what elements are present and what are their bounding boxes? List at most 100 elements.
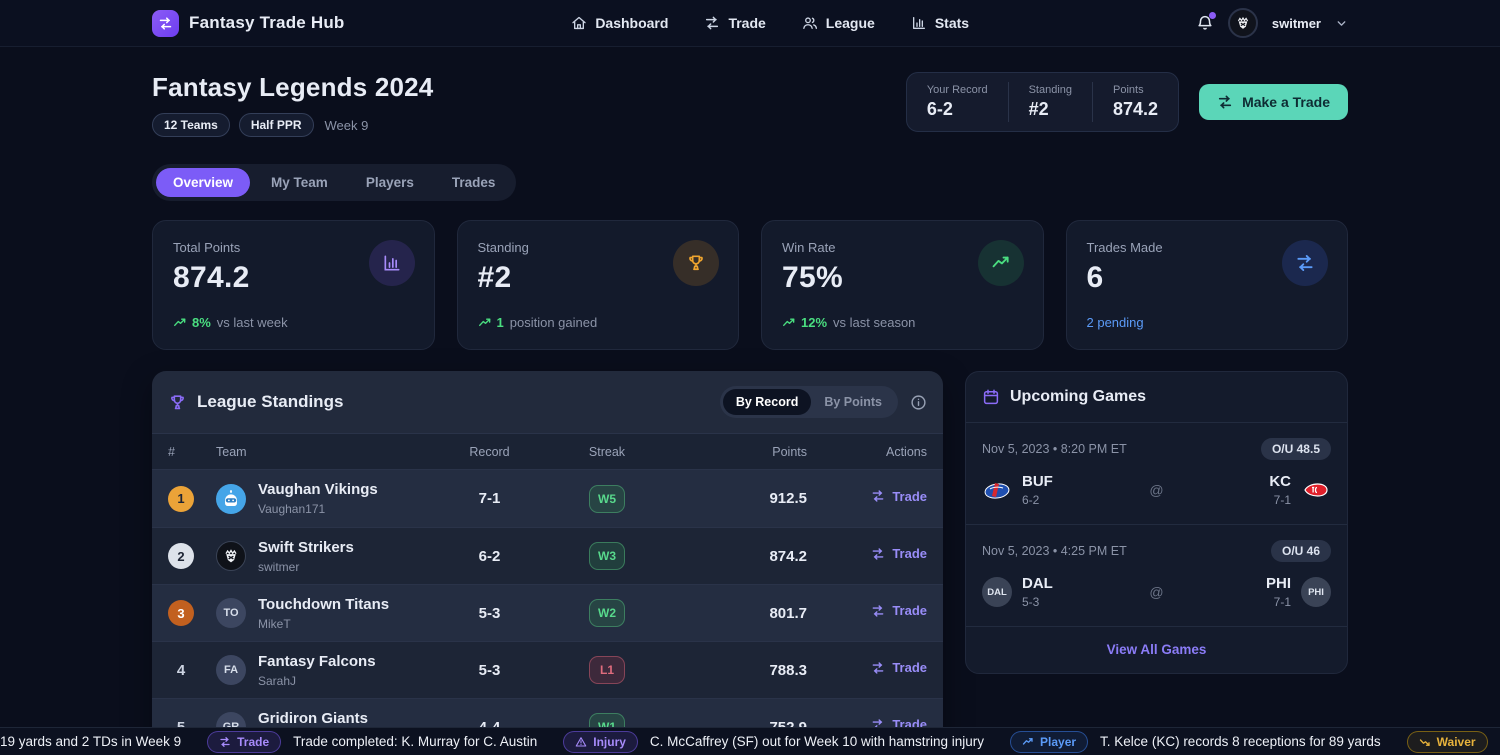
game-buf-kc[interactable]: Nov 5, 2023 • 8:20 PM ET O/U 48.5 <box>966 423 1347 524</box>
record-value: 7-1 <box>478 490 501 507</box>
ticker-badge-label: Waiver <box>1436 734 1476 749</box>
tab-overview[interactable]: Overview <box>156 168 251 197</box>
standings-sort-toggle: By Record By Points <box>719 386 898 418</box>
calendar-icon <box>982 388 1000 406</box>
team-owner: MikeT <box>258 616 291 631</box>
col-streak: Streak <box>588 444 626 459</box>
at-separator: @ <box>1149 482 1164 498</box>
swap-icon <box>871 489 885 503</box>
team-avatar-initials: TO <box>216 598 246 628</box>
upcoming-title: Upcoming Games <box>1010 388 1147 405</box>
streak-badge-win: W2 <box>589 599 625 627</box>
stat-card-trades-made: Trades Made 6 2 pending <box>1065 220 1348 350</box>
away-team-record: 6-2 <box>1022 493 1040 507</box>
standings-title: League Standings <box>197 392 344 411</box>
trending-up-icon <box>478 316 492 330</box>
ticker-item-player: Player T. Kelce (KC) records 8 reception… <box>1010 730 1381 753</box>
home-icon <box>571 15 587 31</box>
swap-icon <box>1217 94 1233 110</box>
trade-button[interactable]: Trade <box>871 546 927 561</box>
week-label: Week 9 <box>324 117 369 133</box>
stat-value: 874.2 <box>173 261 250 294</box>
brand-name: Fantasy Trade Hub <box>189 13 345 32</box>
trade-button[interactable]: Trade <box>871 603 927 618</box>
nav-item-league[interactable]: League <box>802 15 875 31</box>
stat-value: 6 <box>1086 261 1104 294</box>
swap-icon <box>219 736 231 748</box>
game-dal-phi[interactable]: Nov 5, 2023 • 4:25 PM ET O/U 46 DAL DAL … <box>966 524 1347 626</box>
trophy-icon <box>168 393 187 412</box>
nav-item-trade[interactable]: Trade <box>704 15 766 31</box>
record-value: 5-3 <box>478 604 501 622</box>
home-team-record: 7-1 <box>1273 595 1291 609</box>
nav-item-label: Dashboard <box>595 15 669 31</box>
ticker-badge-label: Trade <box>237 734 270 749</box>
trend-value: 8% <box>192 315 211 330</box>
cta-label: Make a Trade <box>1242 94 1330 110</box>
page-title: Fantasy Legends 2024 <box>152 72 434 102</box>
view-all-games-link[interactable]: View All Games <box>1106 642 1207 657</box>
toggle-by-points[interactable]: By Points <box>811 389 895 415</box>
tab-trades[interactable]: Trades <box>435 168 513 197</box>
pending-trades-note[interactable]: 2 pending <box>1086 315 1144 330</box>
ticker-text: C. McCaffrey (SF) out for Week 10 with h… <box>649 734 985 749</box>
users-icon <box>802 15 818 31</box>
game-datetime: Nov 5, 2023 • 8:20 PM ET <box>982 442 1127 456</box>
team-owner: Vaughan171 <box>258 502 326 516</box>
user-avatar[interactable] <box>1227 8 1258 38</box>
standings-row-touchdown-titans[interactable]: 3 TO Touchdown Titans MikeT 5-3 W2 801.7… <box>152 584 943 641</box>
summary-value-points: 874.2 <box>1113 99 1159 119</box>
record-value: 6-2 <box>478 547 501 565</box>
points-value: 788.3 <box>769 661 807 679</box>
rank-badge-bronze: 3 <box>168 600 194 626</box>
bar-chart-icon <box>911 15 927 31</box>
brand[interactable]: Fantasy Trade Hub <box>152 9 345 37</box>
news-ticker[interactable]: 19 yards and 2 TDs in Week 9 Trade Trade… <box>0 727 1500 755</box>
ticker-text: T. Kelce (KC) records 8 receptions for 8… <box>1100 734 1381 749</box>
upcoming-games-panel: Upcoming Games Nov 5, 2023 • 8:20 PM ET … <box>965 371 1348 674</box>
chevron-down-icon[interactable] <box>1335 17 1348 30</box>
tab-my-team[interactable]: My Team <box>254 168 345 197</box>
trade-label: Trade <box>892 488 927 504</box>
trade-button[interactable]: Trade <box>871 489 927 504</box>
standings-row-vaughan-vikings[interactable]: 1 Vaughan Vikings Vaughan171 <box>152 470 943 527</box>
dal-logo-circle: DAL <box>982 577 1012 607</box>
team-name: Swift Strikers <box>258 538 354 556</box>
team-name: Vaughan Vikings <box>258 481 378 498</box>
user-name[interactable]: switmer <box>1271 15 1321 31</box>
stat-card-total-points: Total Points 874.2 8% vs last week <box>152 220 435 350</box>
trophy-icon <box>673 240 719 286</box>
tab-players[interactable]: Players <box>349 168 431 197</box>
standings-row-swift-strikers[interactable]: 2 Swift Strikers switmer 6-2 <box>152 527 943 584</box>
trade-label: Trade <box>892 603 927 619</box>
stat-card-standing: Standing #2 1 position gained <box>456 220 739 350</box>
standings-row-fantasy-falcons[interactable]: 4 FA Fantasy Falcons SarahJ 5-3 L1 788.3… <box>152 641 943 698</box>
nav-item-stats[interactable]: Stats <box>911 15 969 31</box>
summary-value-record: 6-2 <box>926 99 953 119</box>
league-standings-panel: League Standings By Record By Points # T… <box>152 371 943 755</box>
stat-card-win-rate: Win Rate 75% 12% vs last season <box>761 220 1044 350</box>
toggle-by-record[interactable]: By Record <box>722 389 812 415</box>
team-avatar-initials: FA <box>216 655 246 685</box>
nav-item-dashboard[interactable]: Dashboard <box>571 15 668 31</box>
app-logo-swap-icon <box>152 9 179 37</box>
trend-note: position gained <box>509 315 598 330</box>
scoring-format-badge: Half PPR <box>238 113 314 137</box>
hero-section: Fantasy Legends 2024 12 Teams Half PPR W… <box>152 72 1348 137</box>
trend-note: vs last week <box>216 315 288 330</box>
info-icon[interactable] <box>910 394 927 411</box>
summary-label: Standing <box>1028 84 1073 96</box>
notifications-bell-icon[interactable] <box>1196 12 1216 32</box>
streak-badge-win: W3 <box>589 542 625 570</box>
trade-button[interactable]: Trade <box>871 660 927 675</box>
trend-value: 1 <box>496 315 504 330</box>
ticker-badge-label: Injury <box>593 734 626 749</box>
team-avatar-robot <box>216 483 246 514</box>
trend-value: 12% <box>801 315 828 330</box>
ticker-text: 19 yards and 2 TDs in Week 9 <box>0 734 182 749</box>
trending-up-icon <box>173 316 187 330</box>
ticker-item-trade: Trade Trade completed: K. Murray for C. … <box>207 730 537 753</box>
make-a-trade-button[interactable]: Make a Trade <box>1199 84 1348 120</box>
stat-label: Standing <box>477 240 529 255</box>
rank-badge-silver: 2 <box>168 543 194 569</box>
